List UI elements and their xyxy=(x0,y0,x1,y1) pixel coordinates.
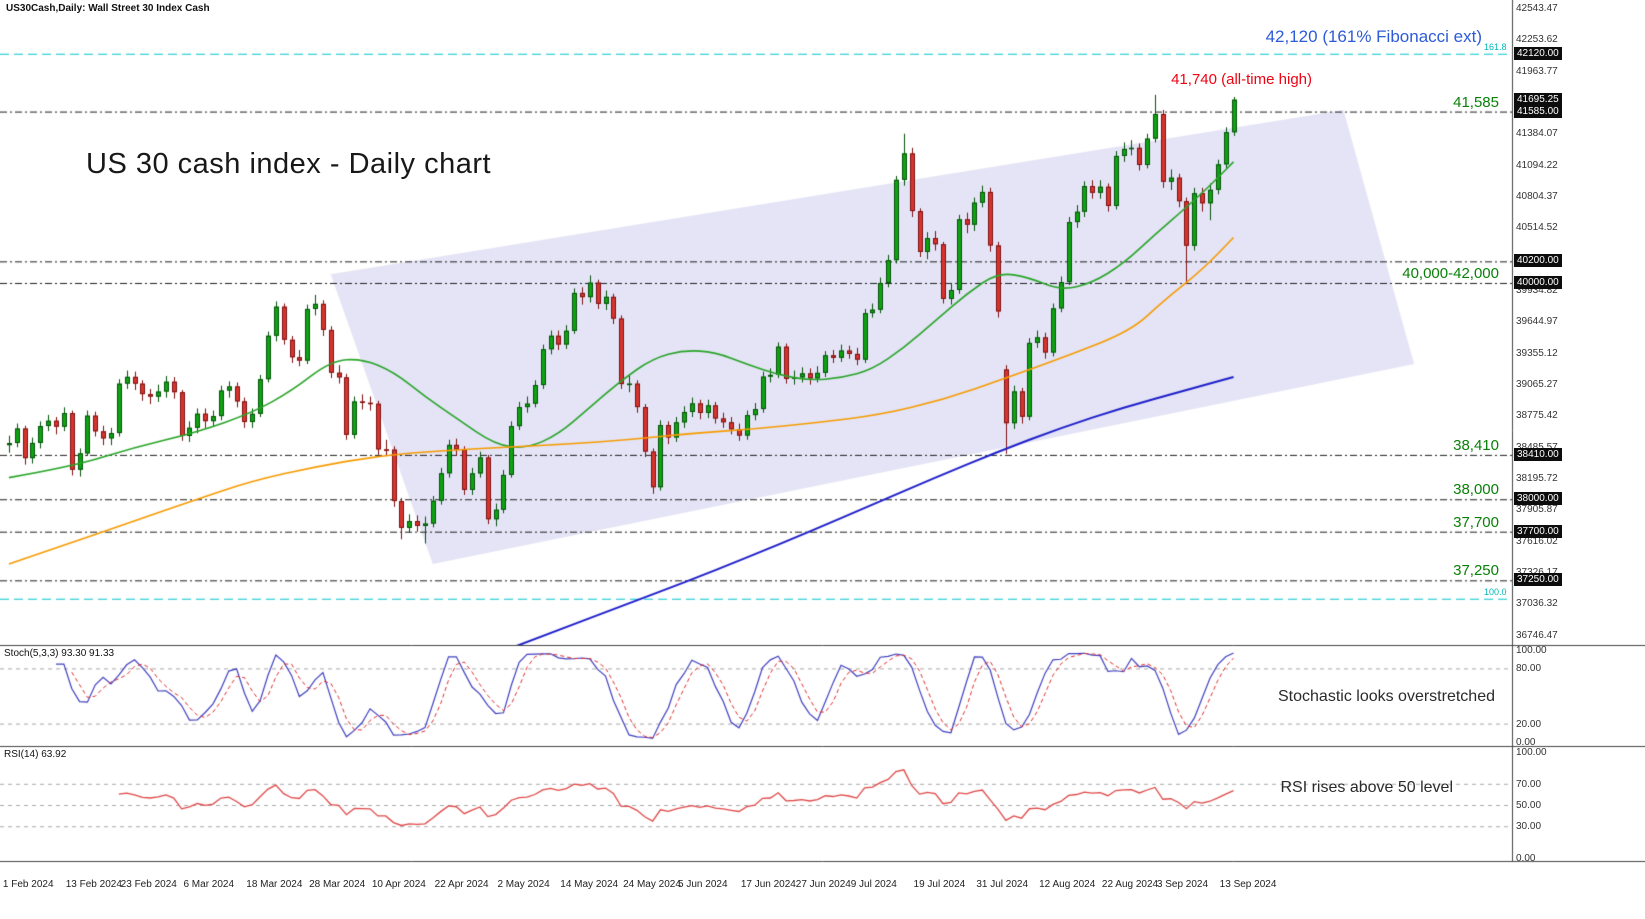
date-axis-label: 22 Apr 2024 xyxy=(434,879,489,890)
date-axis-label: 23 Feb 2024 xyxy=(120,879,177,890)
price-axis-tick: 39355.12 xyxy=(1516,347,1558,359)
price-tag: 40200.00 xyxy=(1514,254,1562,268)
date-axis-label: 13 Feb 2024 xyxy=(65,879,122,890)
date-axis-label: 14 May 2024 xyxy=(560,879,619,890)
price-axis-tick: 41384.07 xyxy=(1516,128,1558,140)
rsi-axis-tick: 50.00 xyxy=(1516,800,1542,811)
level-label: 41,585 xyxy=(1453,93,1499,111)
date-axis-label: 13 Sep 2024 xyxy=(1219,879,1277,890)
date-axis-label: 5 Jun 2024 xyxy=(678,879,728,890)
price-axis-tick: 39644.97 xyxy=(1516,316,1558,328)
level-label: 37,250 xyxy=(1453,562,1499,580)
price-axis-tick: 42543.47 xyxy=(1516,2,1558,14)
date-axis-label: 10 Apr 2024 xyxy=(371,879,426,890)
price-axis-tick: 38485.57 xyxy=(1516,442,1558,453)
rsi-indicator-label: RSI(14) 63.92 xyxy=(4,749,67,760)
date-axis-label: 24 May 2024 xyxy=(623,879,681,890)
date-axis-label: 31 Jul 2024 xyxy=(976,879,1029,890)
level-label: 37,700 xyxy=(1453,513,1499,531)
price-axis-tick: 37616.02 xyxy=(1516,535,1558,547)
date-axis-label: 3 Sep 2024 xyxy=(1156,879,1209,890)
date-axis-label: 27 Jun 2024 xyxy=(795,879,851,890)
date-axis-label: 12 Aug 2024 xyxy=(1039,879,1096,890)
price-axis-tick: 37036.32 xyxy=(1516,598,1558,610)
date-axis-label: 28 Mar 2024 xyxy=(309,879,366,890)
fibonacci-value-label: 100.0 xyxy=(1484,586,1507,597)
price-axis-tick: 38195.72 xyxy=(1516,473,1558,485)
price-axis-tick: 36746.47 xyxy=(1516,629,1558,641)
date-axis-label: 2 May 2024 xyxy=(497,879,550,890)
price-axis-tick: 37326.17 xyxy=(1516,567,1558,578)
price-tag: 38410.00 xyxy=(1514,447,1562,461)
price-axis-tick: 39934.82 xyxy=(1516,285,1558,297)
price-tag: 41585.00 xyxy=(1514,104,1562,118)
fibonacci-value-label: 161.8 xyxy=(1484,41,1507,52)
rsi-axis-tick: 30.00 xyxy=(1516,821,1542,833)
all-time-high-annotation: 41,740 (all-time high) xyxy=(1171,71,1312,88)
rsi-annotation: RSI rises above 50 level xyxy=(1280,779,1453,796)
price-tag: 38000.00 xyxy=(1514,492,1562,506)
price-axis-tick: 41963.77 xyxy=(1516,65,1558,77)
price-tag: 37700.00 xyxy=(1514,524,1562,538)
price-axis-tick: 42253.62 xyxy=(1516,34,1558,46)
price-tag: 37250.00 xyxy=(1514,573,1562,587)
level-label: 38,410 xyxy=(1453,436,1499,454)
date-axis-label: 1 Feb 2024 xyxy=(2,879,54,890)
stoch-axis-tick: 80.00 xyxy=(1516,663,1542,675)
level-label: 38,000 xyxy=(1453,481,1499,499)
price-axis-tick: 41094.22 xyxy=(1516,159,1558,171)
chart-title: US 30 cash index - Daily chart xyxy=(86,148,492,180)
price-axis-tick: 38775.42 xyxy=(1516,410,1558,422)
rsi-axis-tick: 100.00 xyxy=(1516,747,1547,758)
price-tag: 40000.00 xyxy=(1514,275,1562,289)
date-axis-label: 22 Aug 2024 xyxy=(1101,879,1159,890)
stochastic-indicator-label: Stoch(5,3,3) 93.30 91.33 xyxy=(4,648,115,659)
level-label: 40,000-42,000 xyxy=(1402,264,1499,282)
stoch-axis-tick: 20.00 xyxy=(1516,718,1542,730)
date-axis-label: 17 Jun 2024 xyxy=(740,879,796,890)
price-axis-tick: 40514.52 xyxy=(1516,222,1558,234)
stoch-axis-tick: 0.00 xyxy=(1516,737,1536,748)
rsi-axis-tick: 70.00 xyxy=(1516,778,1542,790)
date-axis-label: 19 Jul 2024 xyxy=(913,879,966,890)
date-axis-label: 6 Mar 2024 xyxy=(183,879,235,890)
price-tag: 42120.00 xyxy=(1514,46,1562,60)
price-axis-tick: 37905.87 xyxy=(1516,504,1558,516)
price-tag: 41695.25 xyxy=(1514,92,1562,106)
date-axis-label: 18 Mar 2024 xyxy=(246,879,303,890)
price-axis-tick: 39065.27 xyxy=(1516,379,1558,391)
fib-extension-annotation: 42,120 (161% Fibonacci ext) xyxy=(1265,27,1482,46)
stoch-axis-tick: 100.00 xyxy=(1516,645,1547,656)
rsi-axis-tick: 0.00 xyxy=(1516,853,1536,864)
symbol-timeframe-label: US30Cash,Daily: Wall Street 30 Index Cas… xyxy=(6,3,210,14)
date-axis-label: 9 Jul 2024 xyxy=(850,879,897,890)
price-axis-tick: 40804.37 xyxy=(1516,191,1558,202)
stochastic-annotation: Stochastic looks overstretched xyxy=(1278,688,1495,705)
